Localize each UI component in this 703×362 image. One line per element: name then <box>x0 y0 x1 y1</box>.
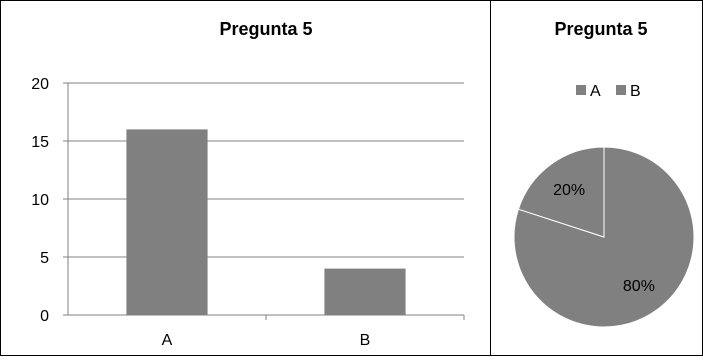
bar-a <box>126 129 208 315</box>
pie-slice-label: 20% <box>553 182 585 199</box>
pie-chart-title: Pregunta 5 <box>554 19 647 39</box>
pie-slice-label: 80% <box>623 278 655 295</box>
legend-label: B <box>630 83 641 100</box>
legend-swatch-a <box>576 85 586 95</box>
legend-label: A <box>590 83 601 100</box>
bar-chart-title: Pregunta 5 <box>219 19 312 39</box>
y-tick-label: 5 <box>40 250 49 267</box>
bar-chart-panel: Pregunta 5 0 5 10 15 20 A B <box>0 0 491 356</box>
pie-chart-panel: Pregunta 5 A B 80% 20% <box>490 0 703 356</box>
y-tick-label: 20 <box>31 76 49 93</box>
x-tick-label: A <box>162 332 173 349</box>
y-tick-label: 10 <box>31 192 49 209</box>
pie-slice-b <box>517 146 605 238</box>
pie-chart: Pregunta 5 A B 80% 20% <box>513 19 695 328</box>
bar-chart: Pregunta 5 0 5 10 15 20 A B <box>31 19 465 349</box>
x-tick-label: B <box>360 332 371 349</box>
y-tick-label: 15 <box>31 134 49 151</box>
y-tick-label: 0 <box>40 308 49 325</box>
legend-swatch-b <box>616 85 626 95</box>
bar-b <box>324 268 406 315</box>
